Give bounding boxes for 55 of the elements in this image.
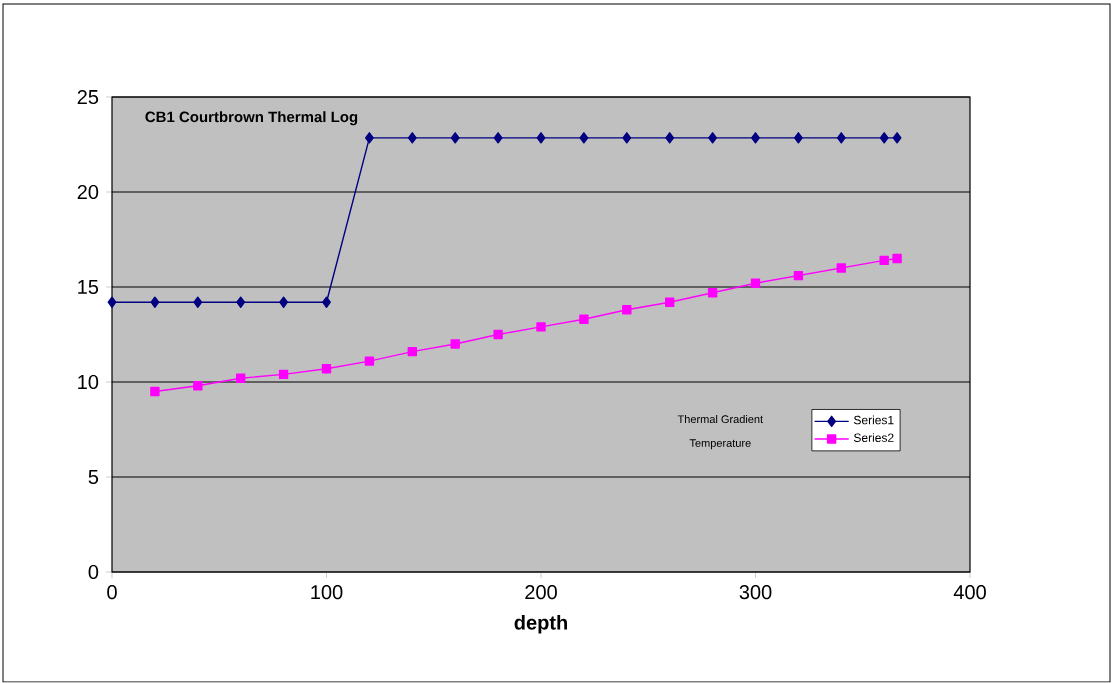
point <box>793 271 804 281</box>
point <box>493 330 503 340</box>
point <box>407 347 418 357</box>
point <box>107 296 117 309</box>
point <box>193 381 203 391</box>
point <box>579 132 589 144</box>
point <box>493 132 503 144</box>
point <box>879 132 889 144</box>
point <box>665 132 675 144</box>
x-tick-label: 200 <box>525 585 557 600</box>
annotation: Thermal Gradient <box>677 415 764 424</box>
point <box>236 373 246 384</box>
y-tick-label: 0 <box>88 565 99 580</box>
point <box>708 132 718 144</box>
point <box>793 132 803 144</box>
point <box>364 356 375 367</box>
point <box>892 132 902 144</box>
point <box>892 254 902 264</box>
point <box>879 255 889 266</box>
x-tick-label: 0 <box>107 585 117 600</box>
y-tick-label: 10 <box>78 375 99 390</box>
text: CB1 Courtbrown Thermal Log <box>145 111 358 126</box>
point <box>236 296 246 309</box>
point <box>450 132 460 144</box>
point <box>279 296 289 309</box>
point <box>193 296 203 309</box>
legend-label: Series1 <box>853 415 894 425</box>
point <box>321 364 332 374</box>
point <box>579 314 589 325</box>
point <box>622 132 632 144</box>
point <box>622 305 632 315</box>
legend-label: Series2 <box>853 433 894 443</box>
y-tick-label: 5 <box>88 470 99 485</box>
point <box>536 132 546 144</box>
y-tick-label: 25 <box>77 90 99 105</box>
x-tick-label: 300 <box>739 585 772 600</box>
point <box>665 297 675 308</box>
point <box>150 387 160 397</box>
point <box>836 132 846 144</box>
point <box>751 132 760 144</box>
point <box>364 132 374 144</box>
point <box>407 132 417 144</box>
y-tick-label: 15 <box>78 280 99 295</box>
point <box>150 296 160 309</box>
x-tick-label: 100 <box>311 585 343 600</box>
x-tick-label: 400 <box>953 585 986 600</box>
point <box>450 339 460 349</box>
x-axis-title: depth <box>514 615 567 634</box>
annotation: Temperature <box>689 439 751 450</box>
point <box>536 322 546 332</box>
point <box>836 263 846 273</box>
point <box>750 278 761 289</box>
point <box>278 369 289 380</box>
y-tick-label: 20 <box>77 185 99 200</box>
point <box>707 288 718 298</box>
